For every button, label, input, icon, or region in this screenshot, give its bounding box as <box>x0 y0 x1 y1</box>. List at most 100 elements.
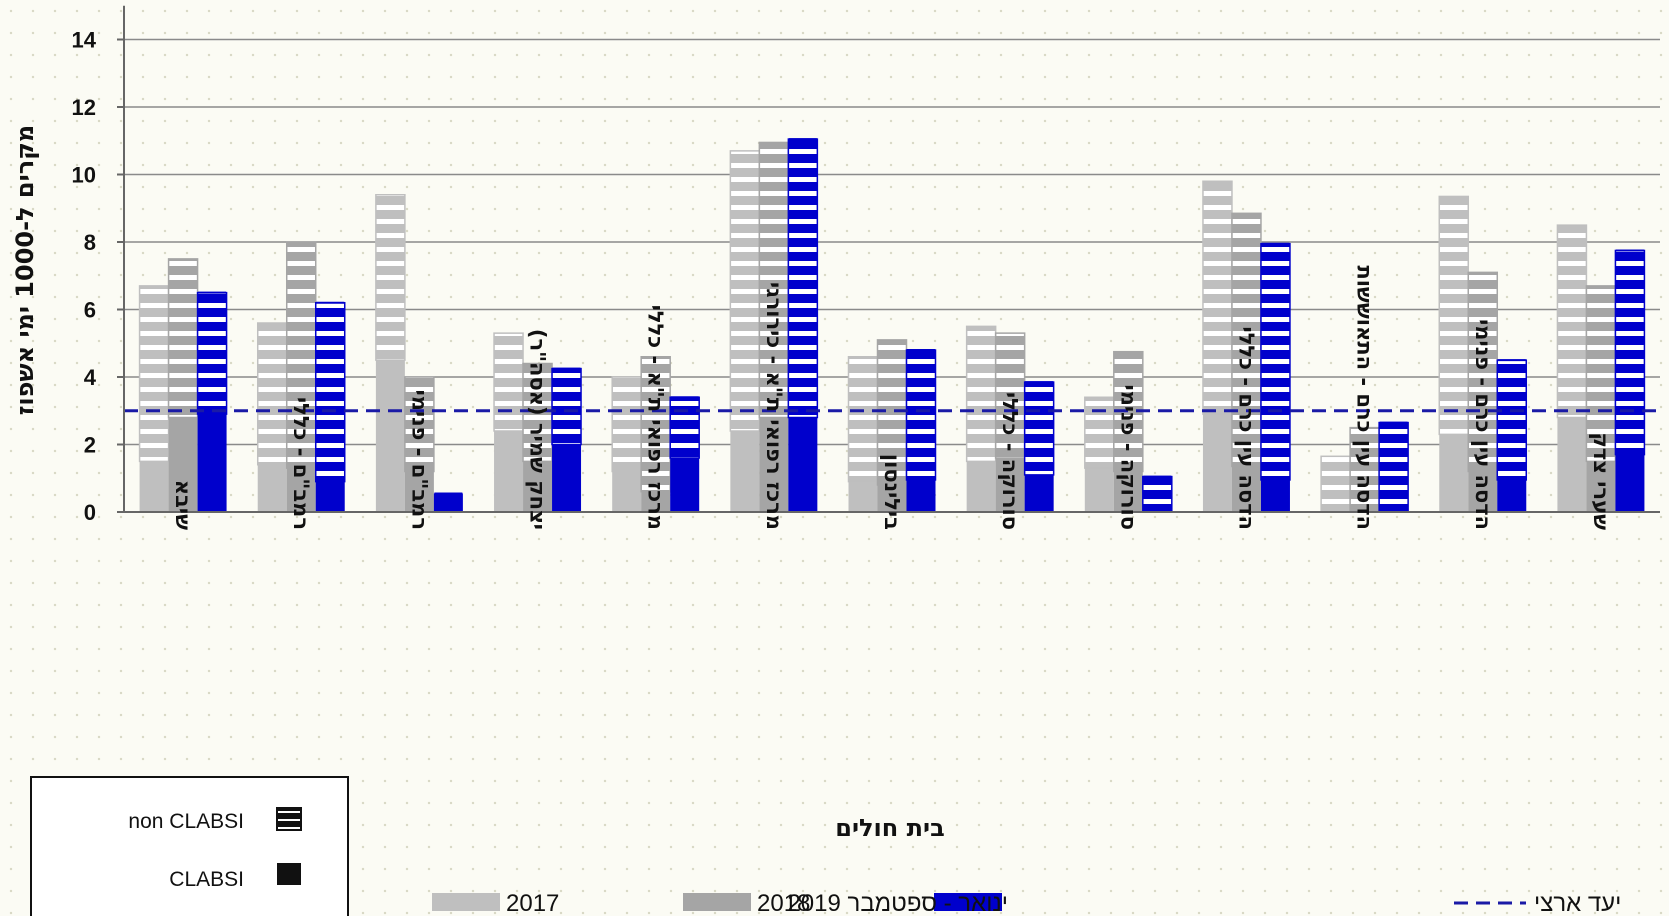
bar-non-clabsi <box>1378 421 1409 513</box>
bar-clabsi <box>788 417 818 512</box>
bar-non-clabsi <box>1614 249 1646 456</box>
x-tick-label: רמב"ם - פנימי <box>407 390 431 530</box>
bar-non-clabsi <box>729 150 761 432</box>
legend-label-target: יעד ארצי <box>1534 890 1621 916</box>
bar-non-clabsi <box>138 285 170 463</box>
bar-clabsi <box>523 461 553 512</box>
bar-clabsi <box>1615 454 1645 512</box>
bar-clabsi <box>286 468 316 512</box>
bar-clabsi <box>1084 468 1114 512</box>
y-tick-label: 4 <box>84 365 97 390</box>
bar-clabsi <box>552 444 582 512</box>
bar-clabsi <box>1202 414 1232 512</box>
x-tick-label: מרכז רפואי ת"א - כללי <box>644 305 668 530</box>
bar-clabsi <box>848 481 878 512</box>
x-tick-label: יצחק שמיר (אסה"ר) <box>526 329 550 530</box>
bar-non-clabsi <box>314 302 346 483</box>
pattern-legend-clabsi: CLABSI <box>169 868 244 891</box>
bar-clabsi <box>315 481 345 512</box>
clabsi-swatch <box>277 863 301 885</box>
bar-non-clabsi <box>611 376 642 473</box>
bar-clabsi <box>257 464 287 512</box>
bar-clabsi <box>641 491 671 512</box>
y-tick-label: 0 <box>84 500 96 525</box>
bars <box>138 138 1646 513</box>
bar-non-clabsi <box>167 258 199 419</box>
axes <box>117 5 1660 513</box>
bar-non-clabsi <box>256 322 288 466</box>
bar-non-clabsi <box>847 356 879 483</box>
bar-non-clabsi <box>1556 224 1588 419</box>
x-tick-label: בילינסון <box>880 454 904 530</box>
x-tick-label: סורוקה - כללי <box>998 392 1022 530</box>
bar-non-clabsi <box>493 332 524 432</box>
pattern-legend: non CLABSI CLABSI <box>30 776 349 916</box>
bar-non-clabsi <box>1320 455 1351 513</box>
bar-non-clabsi <box>1467 271 1499 473</box>
bar-non-clabsi <box>994 332 1026 459</box>
x-tick-label: הדסה עין כרם - פנימי <box>1471 319 1495 530</box>
y-tick-label: 2 <box>84 433 96 458</box>
y-tick-label: 14 <box>72 28 97 53</box>
y-tick-label: 6 <box>84 298 96 323</box>
bar-non-clabsi <box>404 376 435 473</box>
x-tick-label: שערי צדק <box>1589 432 1613 530</box>
bar-non-clabsi <box>669 396 700 459</box>
x-tick-label: הדסה עין כרם - כללי <box>1234 327 1258 530</box>
bar-non-clabsi <box>1202 180 1233 415</box>
bar-clabsi <box>494 431 524 512</box>
bar-clabsi <box>759 417 789 512</box>
bar-clabsi <box>1231 466 1261 512</box>
category-labels: שיבא רמב"ם - כללי רמב"ם - פנימי יצחק שמיר (… <box>171 265 1613 530</box>
x-axis-title: בית חולים <box>835 814 944 842</box>
bar-clabsi <box>1113 471 1143 512</box>
bar-clabsi <box>375 360 405 512</box>
bar-clabsi <box>168 417 198 512</box>
bar-non-clabsi <box>196 291 228 415</box>
bar-clabsi <box>433 493 463 512</box>
pattern-legend-frame <box>30 776 349 916</box>
bar-clabsi <box>197 414 227 512</box>
bar-non-clabsi <box>522 362 553 463</box>
y-tick-labels: 0 2 4 6 8 10 12 14 <box>72 28 97 526</box>
bar-non-clabsi <box>1023 381 1055 476</box>
bar-clabsi <box>1468 471 1498 512</box>
bar-non-clabsi <box>551 367 582 446</box>
bar-non-clabsi <box>787 138 819 419</box>
legend-label-2019: ינואר - ספטמבר 2019 <box>787 890 1008 916</box>
bar-clabsi <box>730 431 760 512</box>
bar-non-clabsi <box>1142 475 1173 513</box>
bar-non-clabsi <box>1496 359 1528 481</box>
y-tick-label: 10 <box>72 163 96 188</box>
x-tick-label: שיבא <box>171 480 195 530</box>
bar-clabsi <box>966 461 996 512</box>
bar-clabsi <box>1439 434 1469 512</box>
bar-clabsi <box>995 458 1025 512</box>
x-tick-label: סורוקה - פנימי <box>1116 385 1140 530</box>
non-clabsi-swatch <box>276 807 302 831</box>
bar-non-clabsi <box>905 349 937 481</box>
bar-non-clabsi <box>1084 396 1115 469</box>
bar-clabsi <box>670 458 700 512</box>
y-tick-label: 8 <box>84 230 96 255</box>
bar-non-clabsi <box>1349 426 1380 513</box>
bar-clabsi <box>877 485 907 512</box>
bar-non-clabsi <box>1438 195 1470 436</box>
y-axis-title: מקרים ל-1000 ימי אשפוז <box>11 125 39 415</box>
pattern-legend-non-clabsi: non CLABSI <box>128 810 244 833</box>
bar-clabsi <box>1024 474 1054 512</box>
legend-swatch-2018 <box>683 893 751 911</box>
legend-swatch-2019 <box>934 893 1002 911</box>
bar-clabsi <box>139 461 169 512</box>
bar-clabsi <box>612 471 642 512</box>
y-tick-label: 12 <box>72 95 96 120</box>
bar-non-clabsi <box>640 356 671 493</box>
bar-clabsi <box>1497 479 1527 512</box>
series-legend: 2017 2018 ינואר - ספטמבר 2019 יעד ארצי <box>432 890 1621 916</box>
bar-clabsi <box>1586 461 1616 512</box>
bar-clabsi <box>404 471 434 512</box>
bar-clabsi <box>1260 479 1290 512</box>
bar-clabsi <box>906 479 936 512</box>
bar-clabsi <box>1557 417 1587 512</box>
